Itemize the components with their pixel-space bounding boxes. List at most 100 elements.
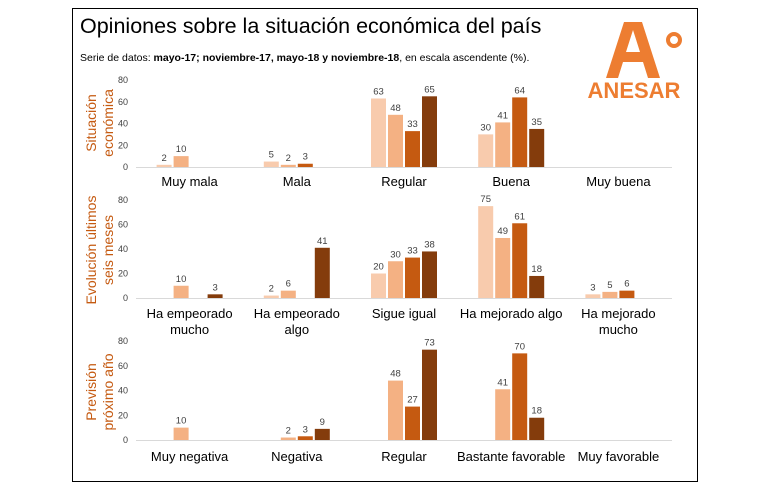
bar <box>297 436 313 440</box>
data-label: 27 <box>407 395 418 406</box>
y-tick-label: 80 <box>118 195 128 205</box>
category-label: Mala <box>283 174 312 189</box>
category-label-line: Regular <box>381 174 427 189</box>
subtitle-series: mayo-17; noviembre-17, mayo-18 y noviemb… <box>153 52 400 64</box>
category-label-line: Negativa <box>271 449 323 464</box>
logo-a-mark <box>606 22 660 78</box>
category-label-line: Regular <box>381 449 427 464</box>
data-label: 48 <box>390 103 401 114</box>
data-label: 41 <box>497 377 508 388</box>
data-label: 6 <box>624 279 629 290</box>
bar <box>619 290 635 298</box>
bar <box>156 164 172 167</box>
bar <box>314 247 330 298</box>
y-tick-label: 60 <box>118 97 128 107</box>
category-label-line: Bastante favorable <box>457 449 565 464</box>
data-label: 10 <box>176 416 187 427</box>
category-label-line: Ha mejorado <box>581 306 655 321</box>
bar <box>388 114 403 167</box>
bar <box>512 223 528 298</box>
category-label: Muy buena <box>586 174 651 189</box>
category-label: Negativa <box>271 449 323 464</box>
category-label: Muy negativa <box>151 449 229 464</box>
data-label: 9 <box>320 417 325 428</box>
data-label: 18 <box>531 406 542 417</box>
y-tick-label: 40 <box>118 119 128 129</box>
bar <box>280 437 296 440</box>
bar <box>495 389 511 440</box>
data-label: 49 <box>497 226 508 237</box>
data-label: 3 <box>590 282 595 293</box>
data-label: 10 <box>176 274 187 285</box>
y-axis-title: Previsiónpróximo año <box>83 353 116 430</box>
data-label: 38 <box>424 239 435 250</box>
data-label: 10 <box>176 144 187 155</box>
bar <box>173 285 189 298</box>
bar <box>371 273 386 298</box>
category-label: Buena <box>492 174 530 189</box>
bar <box>314 428 330 440</box>
subtitle: Serie de datos: mayo-17; noviembre-17, m… <box>80 52 529 64</box>
data-label: 73 <box>424 338 435 349</box>
bar <box>422 349 437 440</box>
data-label: 63 <box>373 86 384 97</box>
bar <box>405 257 420 298</box>
category-label: Muy mala <box>161 174 218 189</box>
category-label: Ha mejorado mucho <box>581 306 655 337</box>
bar <box>512 97 528 167</box>
bar <box>585 294 601 298</box>
bar <box>529 417 545 440</box>
y-axis-title-line: económica <box>100 89 116 157</box>
bar <box>422 96 437 167</box>
bar <box>512 353 528 440</box>
y-axis-title-line: Previsión <box>83 363 99 421</box>
y-axis-title-line: seis meses <box>100 215 116 285</box>
bar <box>371 98 386 167</box>
category-label: Muy favorable <box>578 449 660 464</box>
data-label: 35 <box>531 117 542 128</box>
bar <box>173 427 189 440</box>
data-label: 3 <box>212 282 217 293</box>
y-axis-title: Situacióneconómica <box>83 89 116 157</box>
y-tick-label: 80 <box>118 75 128 85</box>
category-label: Ha mejorado algo <box>460 306 563 321</box>
bar <box>478 134 494 167</box>
data-label: 30 <box>480 122 491 133</box>
category-label: Regular <box>381 449 427 464</box>
y-axis-title-line: Situación <box>83 94 99 152</box>
anesar-logo: ANESAR <box>588 22 682 102</box>
y-tick-label: 60 <box>118 361 128 371</box>
data-label: 3 <box>303 424 308 435</box>
bar <box>495 237 511 298</box>
data-label: 33 <box>407 246 418 257</box>
y-tick-label: 20 <box>118 410 128 420</box>
data-label: 48 <box>390 369 401 380</box>
bar <box>173 156 189 167</box>
data-label: 41 <box>497 110 508 121</box>
chart-frame <box>72 8 698 482</box>
logo-text: ANESAR <box>588 78 681 102</box>
y-tick-label: 40 <box>118 244 128 254</box>
subtitle-suffix: , en escala ascendente (%). <box>399 52 530 64</box>
data-label: 5 <box>607 280 612 291</box>
bar <box>388 261 403 298</box>
category-label-line: mucho <box>599 322 638 337</box>
data-label: 3 <box>303 152 308 163</box>
bar <box>207 294 223 298</box>
category-label-line: Muy negativa <box>151 449 229 464</box>
data-label: 70 <box>514 341 525 352</box>
category-label-line: Muy buena <box>586 174 651 189</box>
category-label-line: algo <box>285 322 310 337</box>
data-label: 5 <box>269 150 274 161</box>
category-label-line: Sigue igual <box>372 306 436 321</box>
y-tick-label: 80 <box>118 336 128 346</box>
data-label: 33 <box>407 119 418 130</box>
category-label: Ha empeorado mucho <box>147 306 233 337</box>
y-axis-title-line: Evolución últimos <box>83 196 99 305</box>
data-label: 30 <box>390 249 401 260</box>
category-label-line: Ha mejorado algo <box>460 306 563 321</box>
bar <box>297 163 313 167</box>
bar <box>478 206 494 298</box>
data-label: 18 <box>531 264 542 275</box>
